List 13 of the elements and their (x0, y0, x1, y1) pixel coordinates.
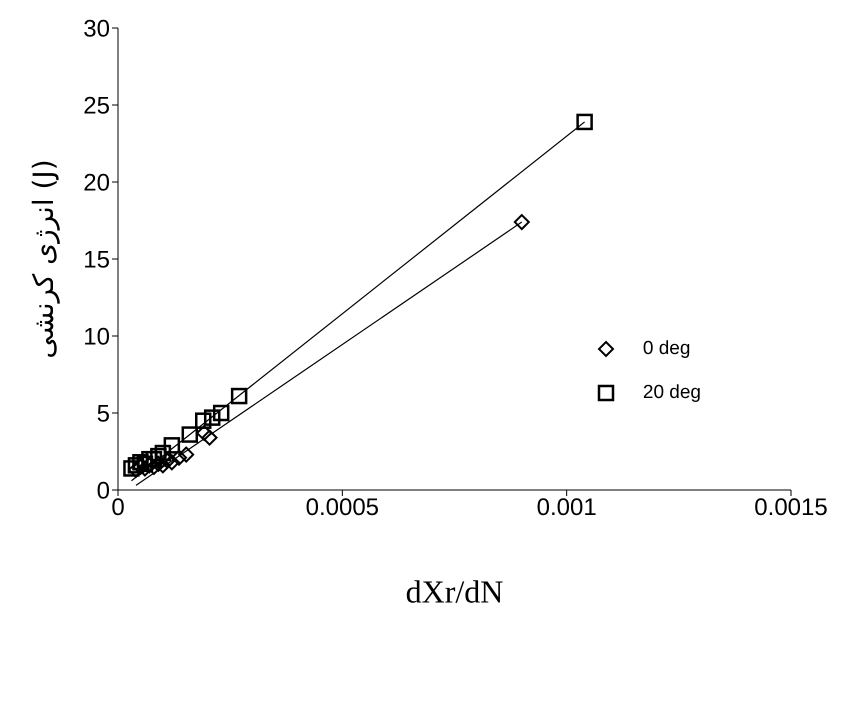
y-tick-label: 25 (83, 92, 110, 120)
y-tick-label: 10 (83, 324, 110, 351)
x-tick-label: 0.0005 (306, 494, 380, 522)
y-tick-label: 30 (83, 16, 110, 43)
y-tick-label: 5 (96, 400, 110, 428)
legend-label: 20 deg (642, 382, 701, 404)
x-tick-label: 0.0015 (754, 494, 828, 522)
x-axis-title: dXr/dN (406, 574, 504, 610)
y-tick-label: 15 (83, 246, 110, 274)
y-tick-label: 20 (83, 170, 110, 197)
x-tick-label: 0.001 (536, 494, 597, 522)
y-axis-title: انرژی کرنشی (J) (26, 159, 60, 359)
legend-label: 0 deg (642, 338, 690, 360)
